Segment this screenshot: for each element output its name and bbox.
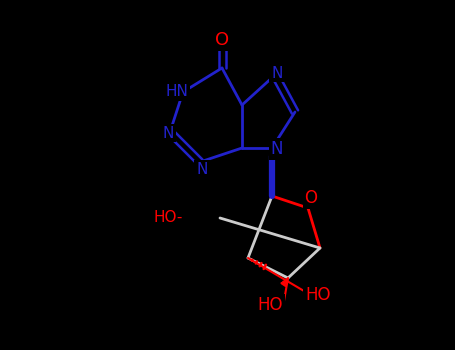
Text: HO: HO	[305, 286, 331, 304]
Text: N: N	[271, 140, 283, 158]
Text: HO-: HO-	[153, 210, 183, 225]
Text: N: N	[196, 161, 207, 176]
Text: O: O	[215, 31, 229, 49]
Text: N: N	[162, 126, 174, 140]
Text: N: N	[271, 65, 283, 80]
Text: HO: HO	[257, 296, 283, 314]
Text: O: O	[304, 189, 318, 207]
Text: HN: HN	[166, 84, 188, 99]
